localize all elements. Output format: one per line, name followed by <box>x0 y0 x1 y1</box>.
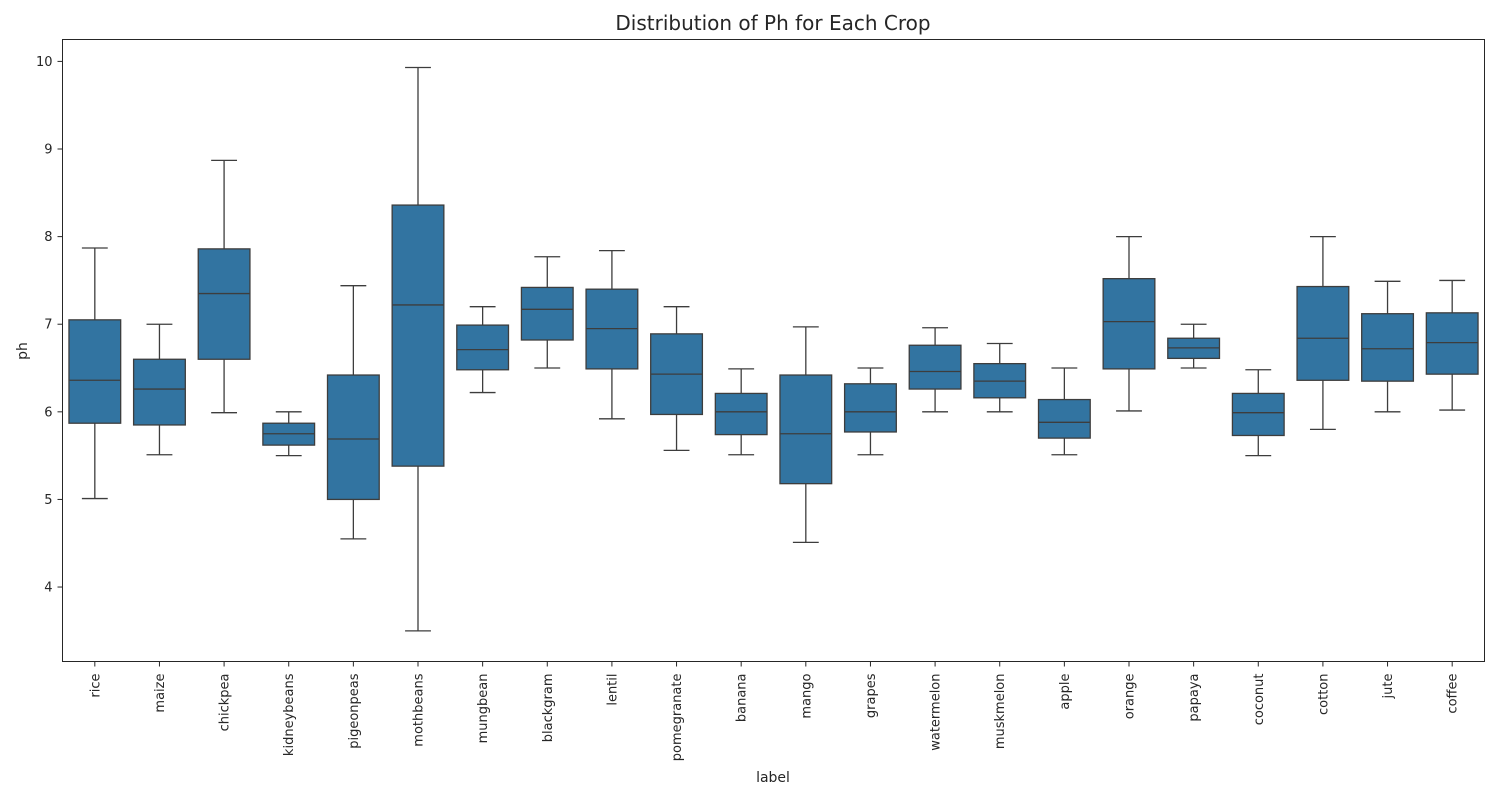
x-tick-label-papaya: papaya <box>1187 674 1202 722</box>
x-tick-label-grapes: grapes <box>864 673 879 718</box>
box-group-pomegranate <box>650 306 704 452</box>
y-tick-label-8: 8 <box>44 230 52 245</box>
box-group-maize <box>132 323 186 456</box>
box-group-orange <box>1102 235 1156 412</box>
box-group-papaya <box>1167 323 1221 369</box>
x-tick-label-orange: orange <box>1123 674 1138 720</box>
box-apple <box>1037 398 1091 439</box>
x-tick-label-muskmelon: muskmelon <box>993 674 1008 750</box>
box-group-chickpea <box>197 159 251 414</box>
x-tick-label-maize: maize <box>153 674 168 713</box>
y-tick-label-6: 6 <box>44 405 52 420</box>
box-orange <box>1102 278 1156 370</box>
y-axis: 4 5 6 7 8 9 10 <box>36 55 63 596</box>
x-tick-label-rice: rice <box>88 674 103 698</box>
x-tick-label-blackgram: blackgram <box>541 674 556 743</box>
box-group-cotton <box>1296 235 1350 430</box>
box-pigeonpeas <box>326 374 380 501</box>
box-group-blackgram <box>520 256 574 369</box>
box-group-mungbean <box>456 306 510 394</box>
box-group-grapes <box>843 367 897 456</box>
box-group-lentil <box>585 249 639 420</box>
box-group-rice <box>68 247 122 500</box>
x-tick-label-coconut: coconut <box>1252 674 1267 726</box>
y-tick-label-4: 4 <box>44 581 52 596</box>
box-group-banana <box>714 368 768 456</box>
box-group-mothbeans <box>391 66 445 632</box>
box-group-mango <box>779 326 833 544</box>
box-group-jute <box>1361 280 1415 413</box>
x-tick-label-cotton: cotton <box>1316 674 1331 716</box>
x-tick-label-apple: apple <box>1058 674 1073 710</box>
box-mango <box>779 374 833 485</box>
x-tick-label-kidneybeans: kidneybeans <box>282 673 297 756</box>
x-tick-label-lentil: lentil <box>605 674 620 706</box>
y-tick-label-7: 7 <box>44 318 52 333</box>
box-mothbeans <box>391 204 445 467</box>
x-axis-label: label <box>756 770 790 786</box>
box-blackgram <box>520 286 574 341</box>
x-tick-label-pomegranate: pomegranate <box>670 674 685 762</box>
x-tick-label-watermelon: watermelon <box>929 674 944 751</box>
box-banana <box>714 392 768 436</box>
box-jute <box>1361 313 1415 382</box>
x-tick-label-chickpea: chickpea <box>218 674 233 732</box>
x-tick-label-pigeonpeas: pigeonpeas <box>347 673 362 749</box>
box-chickpea <box>197 248 251 360</box>
box-group-watermelon <box>908 327 962 413</box>
box-group-coconut <box>1231 369 1285 457</box>
box-group-pigeonpeas <box>326 285 380 540</box>
box-group-apple <box>1037 367 1091 456</box>
y-tick-label-10: 10 <box>36 55 53 70</box>
x-tick-label-mungbean: mungbean <box>476 674 491 744</box>
box-coffee <box>1425 312 1479 375</box>
box-coconut <box>1231 392 1285 437</box>
x-tick-label-mothbeans: mothbeans <box>412 673 427 746</box>
x-tick-label-coffee: coffee <box>1446 674 1461 714</box>
box-grapes <box>843 383 897 433</box>
y-tick-label-9: 9 <box>44 143 52 158</box>
box-watermelon <box>908 344 962 390</box>
x-tick-label-banana: banana <box>735 674 750 723</box>
chart-title: Distribution of Ph for Each Crop <box>615 11 930 35</box>
box-rice <box>68 319 122 424</box>
box-group-muskmelon <box>973 342 1027 413</box>
y-tick-label-5: 5 <box>44 493 52 508</box>
box-group-kidneybeans <box>262 411 316 457</box>
plot-frame <box>62 39 1485 662</box>
x-tick-label-jute: jute <box>1381 674 1396 700</box>
x-axis: rice maize chickpea kidneybeans pigeonpeas mo… <box>88 661 1461 762</box>
box-maize <box>132 358 186 426</box>
y-axis-label: ph <box>15 342 31 360</box>
x-tick-label-mango: mango <box>799 673 814 718</box>
plot-marks <box>68 66 1479 632</box>
box-mungbean <box>456 324 510 371</box>
box-cotton <box>1296 285 1350 381</box>
box-group-coffee <box>1425 279 1479 411</box>
